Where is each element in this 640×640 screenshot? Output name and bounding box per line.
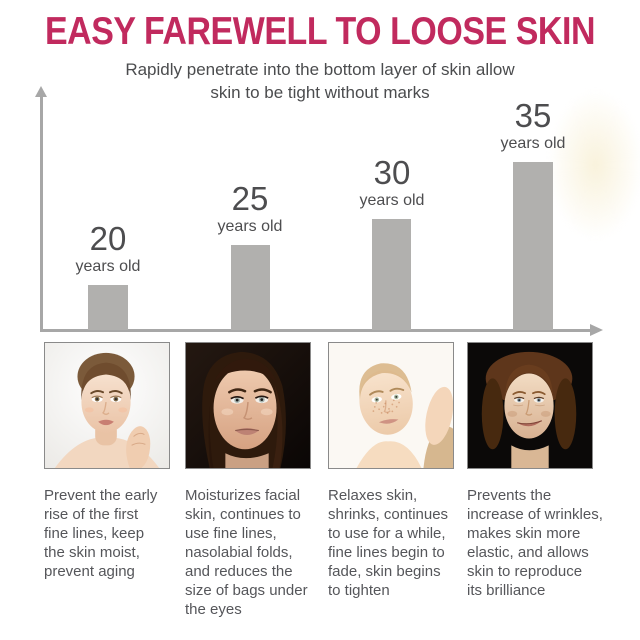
age-suffix: years old bbox=[359, 192, 425, 209]
portrait-photo-age-30 bbox=[328, 342, 454, 469]
y-axis-arrow-icon bbox=[35, 86, 47, 97]
caption-age-35: Prevents the increase of wrinkles, makes… bbox=[467, 487, 603, 599]
portrait-photo-age-20 bbox=[44, 342, 170, 469]
bar-label-30-years: 30 years old bbox=[342, 155, 442, 211]
age-suffix: years old bbox=[217, 218, 283, 235]
bar-label-20-years: 20 years old bbox=[58, 221, 158, 277]
age-value: 25 bbox=[231, 180, 269, 217]
bar-30-years bbox=[372, 219, 411, 330]
woman-face-illustration bbox=[468, 343, 592, 468]
bar-35-years bbox=[513, 162, 553, 330]
caption-age-25: Moisturizes facial skin, continues to us… bbox=[185, 487, 308, 618]
age-suffix: years old bbox=[75, 258, 141, 275]
portrait-photo-age-25 bbox=[185, 342, 311, 469]
page-title: EASY FAREWELL TO LOOSE SKIN bbox=[44, 10, 596, 53]
caption-age-20: Prevent the early rise of the first fine… bbox=[44, 487, 158, 580]
bar-20-years bbox=[88, 285, 128, 330]
x-axis bbox=[40, 329, 591, 332]
bar-25-years bbox=[231, 245, 270, 330]
woman-face-illustration bbox=[329, 343, 453, 468]
y-axis bbox=[40, 96, 43, 331]
bar-label-35-years: 35 years old bbox=[483, 98, 583, 154]
portrait-photo-age-35 bbox=[467, 342, 593, 469]
x-axis-arrow-icon bbox=[590, 324, 603, 336]
woman-face-illustration bbox=[45, 343, 169, 468]
age-value: 30 bbox=[373, 154, 411, 191]
background-smudge bbox=[548, 90, 640, 240]
page-subtitle: Rapidly penetrate into the bottom layer … bbox=[125, 60, 515, 102]
caption-age-30: Relaxes skin, shrinks, continues to use … bbox=[328, 487, 449, 599]
woman-face-illustration bbox=[186, 343, 310, 468]
age-value: 35 bbox=[514, 97, 552, 134]
age-value: 20 bbox=[89, 220, 127, 257]
bar-label-25-years: 25 years old bbox=[200, 181, 300, 237]
age-suffix: years old bbox=[500, 135, 566, 152]
